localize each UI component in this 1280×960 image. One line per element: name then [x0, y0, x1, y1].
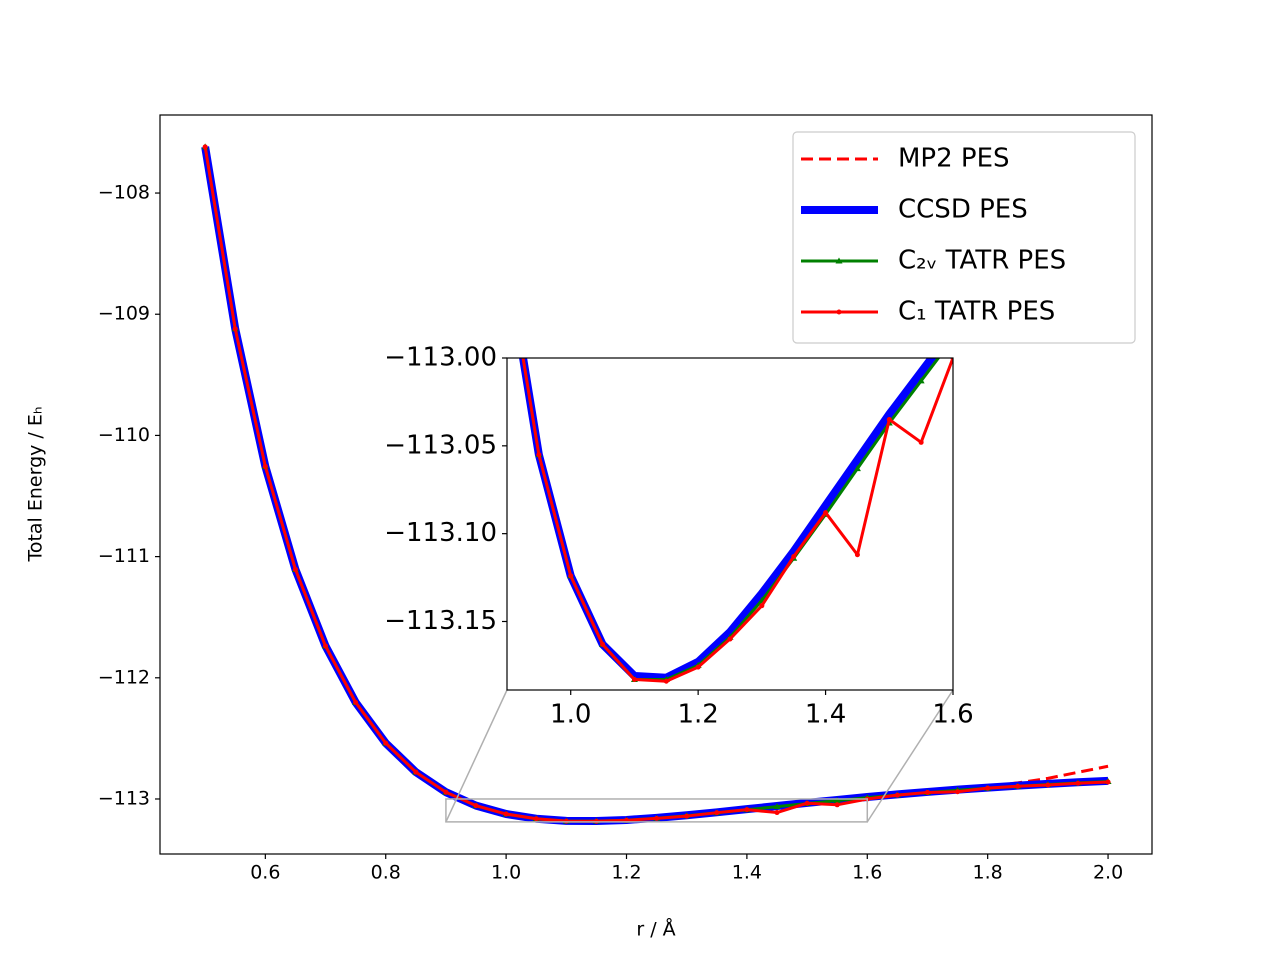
y-tick-label: −112: [98, 666, 150, 688]
point-marker: [503, 811, 509, 817]
point-marker: [323, 643, 329, 649]
point-marker: [536, 452, 542, 458]
point-marker: [791, 553, 797, 559]
y-tick-label: −113.15: [384, 606, 497, 636]
point-marker: [202, 144, 208, 150]
axes-frame: [506, 357, 954, 691]
legend-label: C₁ TATR PES: [898, 297, 1055, 327]
x-tick-label: 1.0: [550, 700, 591, 730]
x-tick-label: 1.4: [805, 700, 846, 730]
point-marker: [1045, 782, 1051, 788]
point-marker: [985, 785, 991, 791]
point-marker: [924, 789, 930, 795]
legend-marker: [835, 257, 843, 264]
plot-lines: [519, 358, 953, 684]
point-marker: [600, 641, 606, 647]
y-tick-label: −113: [98, 787, 150, 809]
point-marker: [473, 803, 479, 809]
point-marker: [834, 802, 840, 808]
point-marker: [714, 810, 720, 816]
x-tick-label: 0.6: [250, 862, 280, 884]
point-marker: [443, 789, 449, 795]
point-marker: [744, 807, 750, 813]
zoom-connector: [866, 689, 954, 823]
x-tick-label: 0.8: [371, 862, 401, 884]
point-marker: [823, 510, 829, 516]
point-marker: [727, 636, 733, 642]
x-tick-label: 1.6: [852, 862, 882, 884]
point-marker: [833, 797, 841, 804]
point-marker: [684, 813, 690, 819]
x-tick-label: 2.0: [1093, 862, 1123, 884]
zoom-connector: [445, 689, 508, 823]
legend-marker: [836, 309, 842, 315]
y-tick-label: −113.10: [384, 518, 497, 548]
point-marker: [413, 769, 419, 775]
point-marker: [353, 699, 359, 705]
x-tick-label: 1.8: [973, 862, 1003, 884]
point-marker: [695, 664, 701, 670]
point-marker: [654, 815, 660, 821]
point-marker: [854, 552, 860, 558]
point-marker: [631, 676, 637, 682]
point-marker: [292, 566, 298, 572]
point-marker: [663, 678, 669, 684]
point-marker: [1075, 780, 1081, 786]
point-marker: [383, 740, 389, 746]
x-tick-label: 1.0: [491, 862, 521, 884]
point-marker: [804, 800, 810, 806]
point-marker: [533, 816, 539, 822]
y-tick-label: −113.00: [384, 343, 497, 373]
legend-label: C₂ᵥ TATR PES: [898, 246, 1066, 276]
point-marker: [886, 416, 892, 422]
y-tick-label: −113.05: [384, 430, 497, 460]
x-tick-label: 1.6: [932, 700, 973, 730]
y-axis-label: Total Energy / Eₕ: [25, 406, 47, 562]
y-tick-label: −111: [98, 545, 150, 567]
legend-box: [792, 131, 1136, 344]
point-marker: [774, 810, 780, 816]
x-tick-label: 1.4: [732, 862, 762, 884]
point-marker: [950, 358, 953, 361]
point-marker: [918, 439, 924, 445]
legend-label: CCSD PES: [898, 195, 1028, 225]
point-marker: [568, 573, 574, 579]
legend-label: MP2 PES: [898, 144, 1010, 174]
point-marker: [1105, 779, 1111, 785]
series-line: [519, 358, 937, 682]
plot-lines: [201, 143, 1112, 826]
x-tick-label: 1.2: [677, 700, 718, 730]
point-marker: [759, 603, 765, 609]
point-marker: [1015, 783, 1021, 789]
point-marker: [853, 465, 861, 472]
point-marker: [955, 789, 961, 795]
x-axis-label: r / Å: [636, 918, 675, 941]
axes-frame: [159, 114, 1153, 855]
point-marker: [232, 326, 238, 332]
y-tick-label: −109: [98, 303, 150, 325]
point-marker: [773, 803, 781, 810]
zoom-box: [445, 798, 869, 823]
y-tick-label: −110: [98, 424, 150, 446]
x-tick-label: 1.2: [611, 862, 641, 884]
point-marker: [917, 377, 925, 384]
point-marker: [894, 792, 900, 798]
y-tick-label: −108: [98, 182, 150, 204]
point-marker: [262, 463, 268, 469]
